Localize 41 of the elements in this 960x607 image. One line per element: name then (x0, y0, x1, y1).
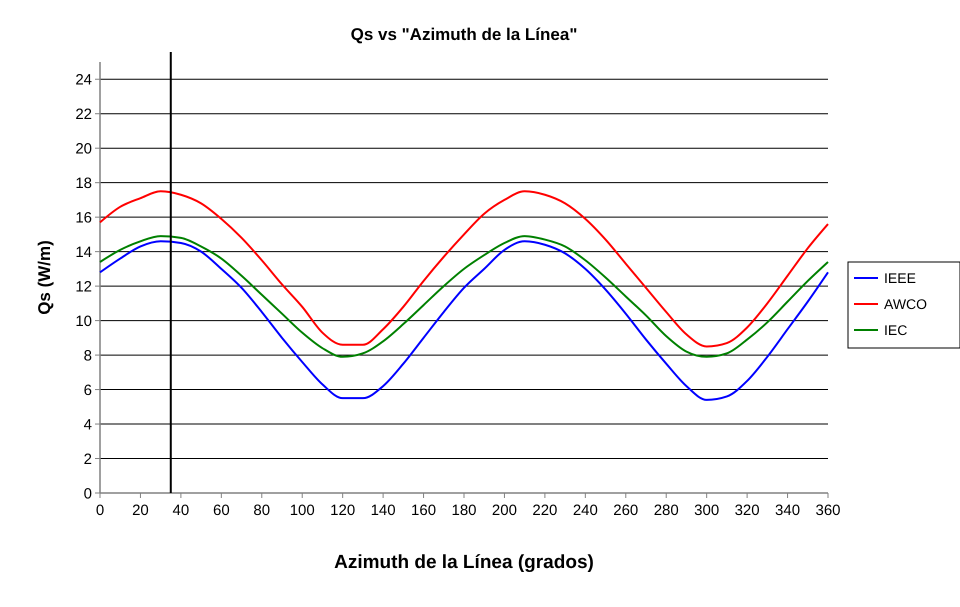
line-series (99, 190, 829, 348)
x-tick-label: 60 (212, 502, 230, 519)
x-tick-label: 160 (411, 502, 436, 519)
y-tick-label: 4 (84, 416, 92, 434)
y-axis-title: Qs (W/m) (35, 240, 54, 315)
y-tick-label: 24 (75, 71, 92, 88)
x-tick-label: 240 (572, 502, 598, 519)
y-tick-label: 16 (75, 209, 92, 226)
x-tick-label: 180 (451, 502, 477, 519)
y-tick-label: 6 (84, 382, 92, 399)
x-tick-label: 0 (96, 502, 104, 519)
chart-title: Qs vs "Azimuth de la Línea" (350, 25, 578, 44)
y-tick-label: 20 (75, 140, 92, 158)
x-tick-label: 100 (290, 502, 315, 519)
x-tick-label: 260 (613, 502, 638, 519)
y-tick-label: 8 (84, 347, 92, 364)
x-tick-label: 40 (172, 502, 190, 519)
y-tick-label: 18 (75, 174, 92, 192)
x-tick-label: 320 (734, 502, 760, 519)
x-tick-label: 280 (654, 502, 679, 519)
y-tick-label: 22 (75, 106, 92, 123)
y-tick-label: 10 (75, 312, 92, 330)
x-tick-label: 20 (132, 502, 149, 519)
x-tick-label: 140 (370, 502, 396, 519)
line-series (99, 240, 829, 401)
legend-label: IEEE (884, 270, 916, 286)
x-tick-label: 220 (532, 502, 558, 519)
x-tick-label: 200 (492, 502, 517, 519)
x-tick-label: 340 (775, 502, 800, 519)
line-series (99, 235, 829, 358)
x-axis-title: Azimuth de la Línea (grados) (334, 552, 594, 573)
x-tick-label: 360 (815, 502, 841, 519)
x-tick-label: 120 (330, 502, 356, 519)
legend-label: IEC (884, 322, 908, 338)
y-tick-label: 0 (84, 485, 92, 502)
legend-label: AWCO (884, 296, 928, 312)
y-tick-label: 12 (75, 278, 92, 296)
x-tick-label: 300 (694, 502, 720, 519)
y-tick-label: 14 (75, 244, 92, 261)
y-tick-label: 2 (84, 450, 92, 468)
x-tick-label: 80 (253, 502, 270, 519)
